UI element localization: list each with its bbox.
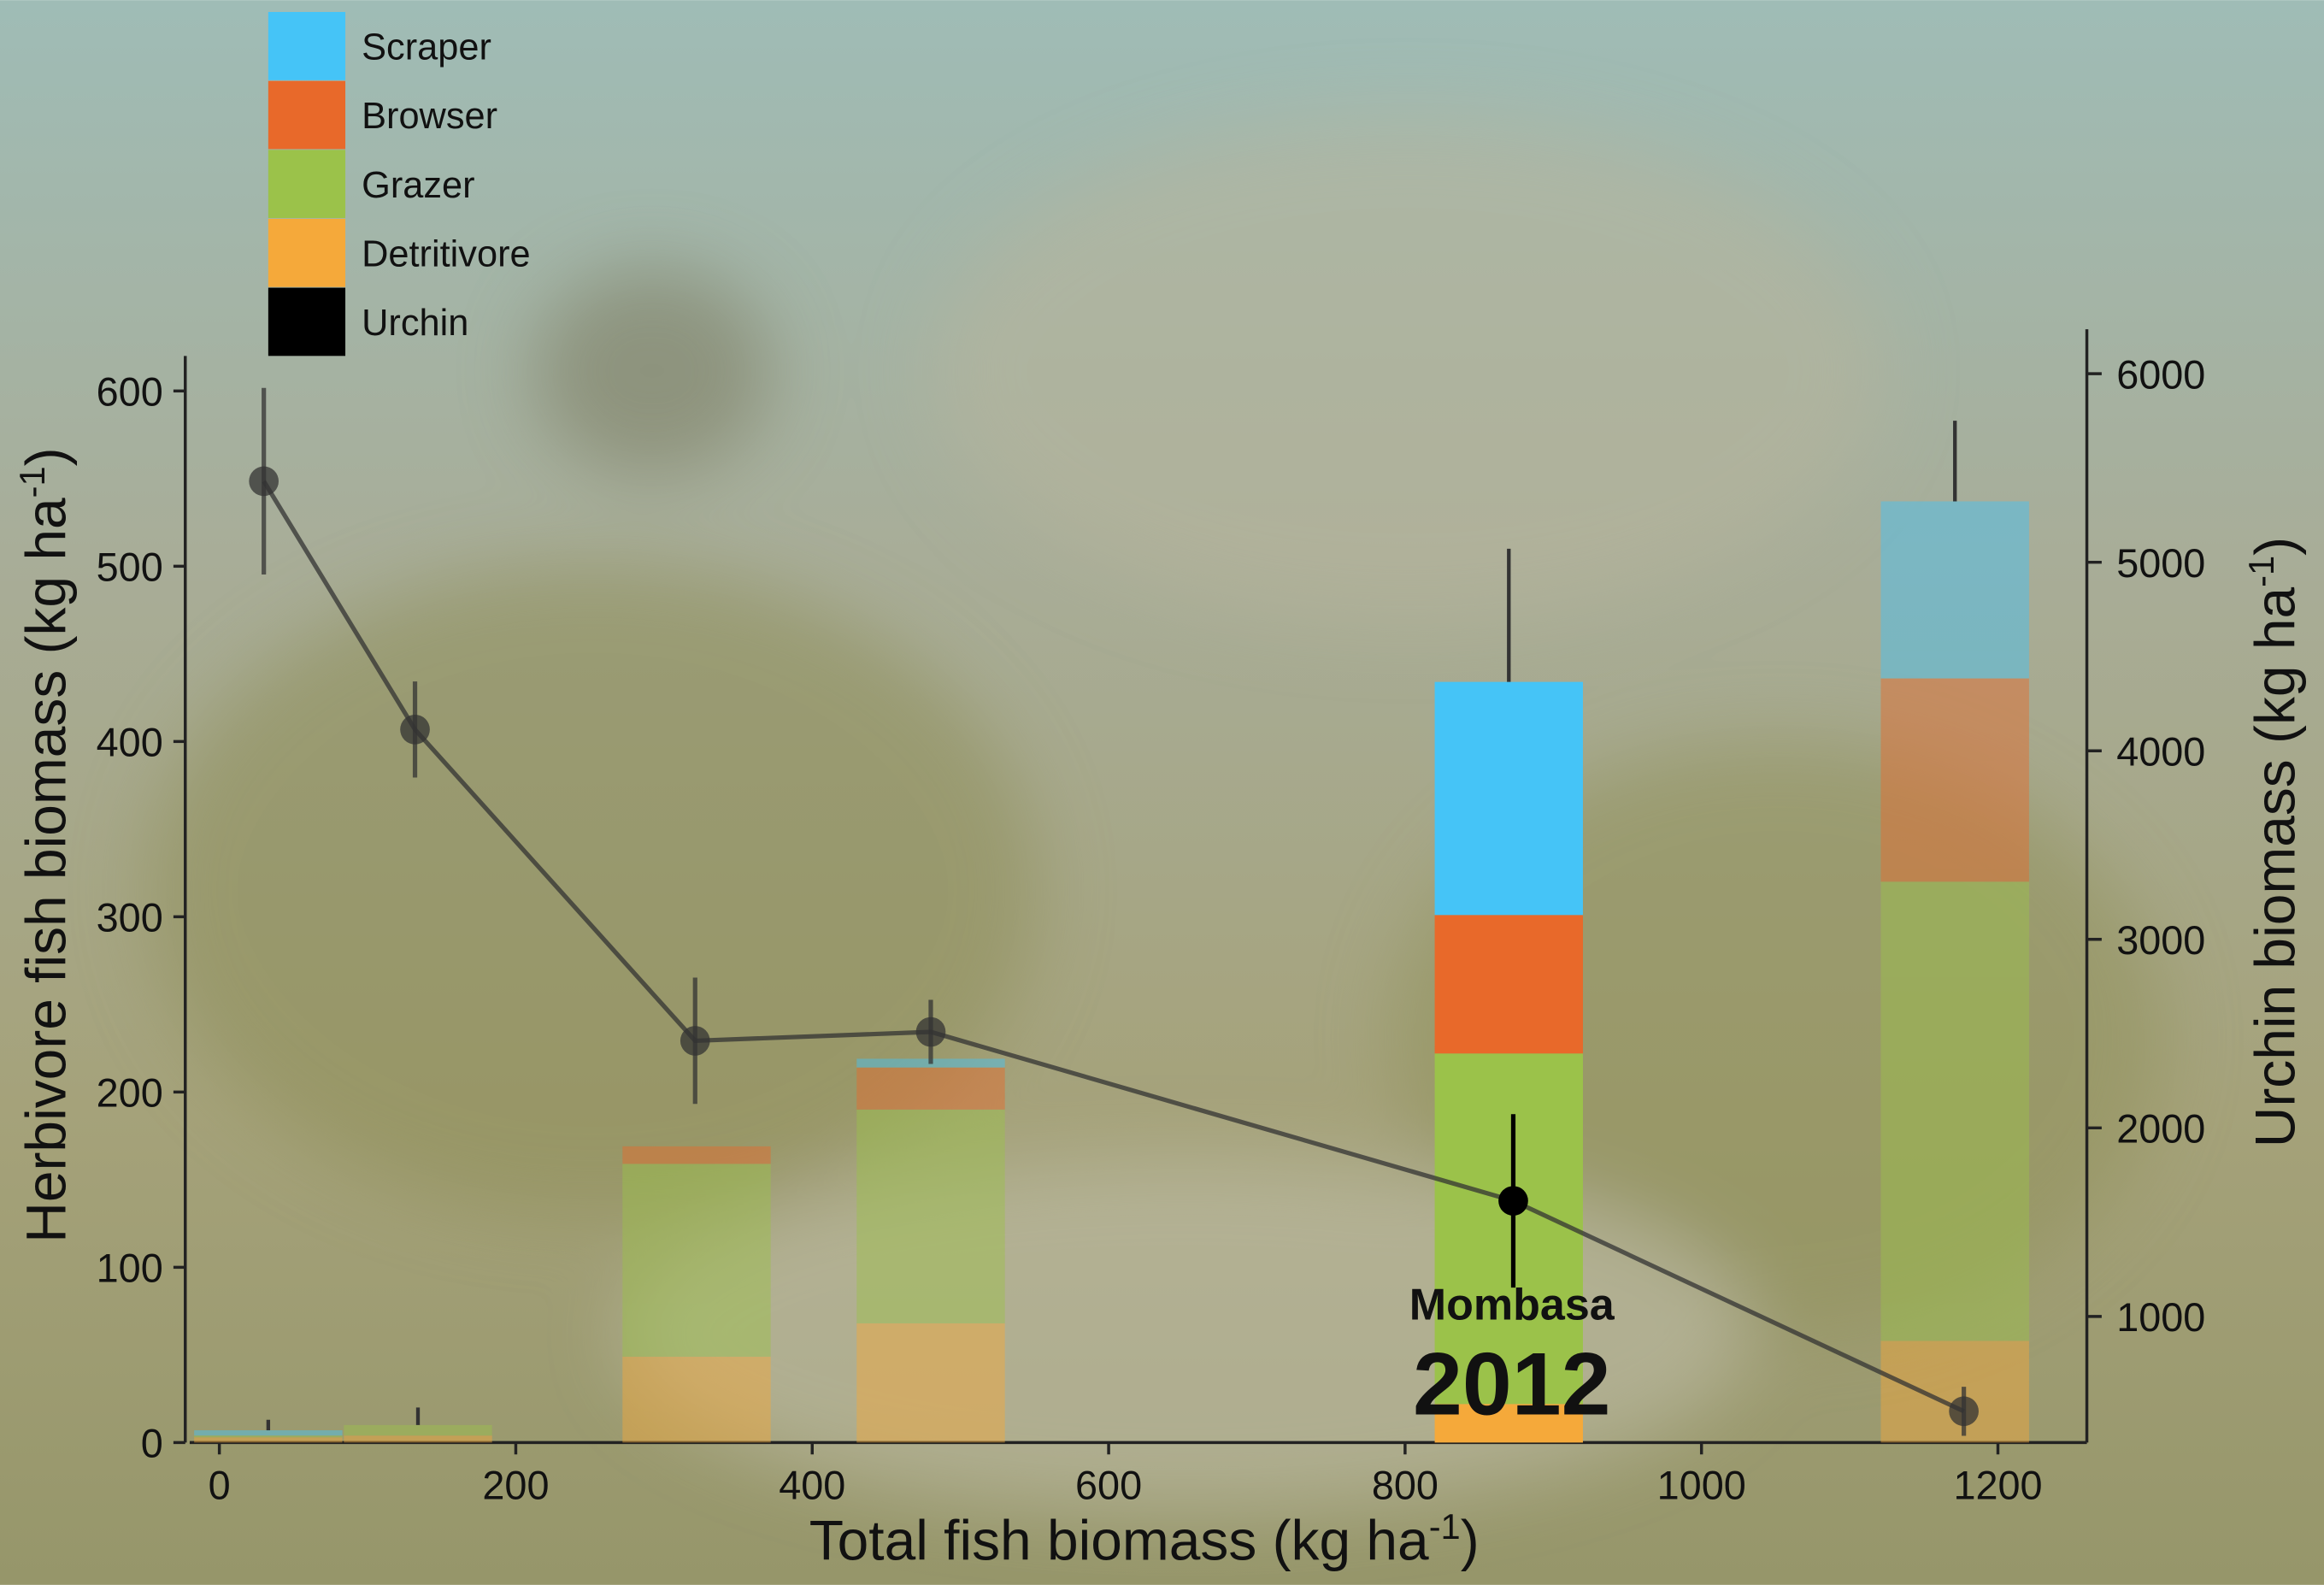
bar-segment [1434,681,1583,916]
bar-segment [194,1430,343,1436]
bar-segment [856,1323,1005,1443]
bar-segment [1880,501,2029,679]
legend-label: Scraper [362,27,491,68]
legend-label: Grazer [362,165,474,206]
legend-swatch [268,218,346,287]
bar-segment [344,1424,492,1436]
y-tick-label: 500 [97,545,163,590]
y-tick-label: 0 [141,1422,163,1466]
y-axis-title-sup: -1 [12,466,52,498]
x-tick-label: 800 [1372,1463,1439,1507]
y2-axis-title-end: ) [2243,537,2306,556]
x-axis-title-text: Total fish biomass (kg ha [809,1508,1429,1571]
y-tick-label: 400 [97,721,163,765]
bar-segment [622,1164,771,1357]
bar-stack [1880,501,2029,1443]
bar-segment [622,1146,771,1164]
y2-axis-title: Urchin biomass (kg ha-1) [2241,537,2306,1147]
bar-segment [194,1435,343,1438]
legend-label: Urchin [362,303,468,344]
bar-segment [1880,1340,2029,1443]
x-axis-title-end: ) [1461,1508,1480,1571]
y-axis-title: Herbivore fish biomass (kg ha-1) [12,447,77,1242]
bar-segment [856,1109,1005,1323]
bar-stack [622,1146,771,1443]
annotation: 2012 [1413,1335,1610,1434]
bar-segment [856,1067,1005,1110]
urchin-point [680,1026,710,1056]
bar-stack [1434,681,1583,1443]
x-axis-title: Total fish biomass (kg ha-1) [809,1506,1480,1571]
legend-label: Browser [362,96,497,137]
x-axis-title-sup: -1 [1429,1506,1461,1547]
x-tick-label: 200 [482,1463,549,1507]
legend-swatch [268,287,346,356]
legend-label: Detritivore [362,233,531,274]
legend-swatch [268,12,346,80]
bar-segment [622,1356,771,1443]
urchin-point [915,1016,946,1047]
y2-tick-label: 1000 [2116,1295,2205,1340]
y-tick-label: 300 [97,896,163,940]
bar-segment [1434,1404,1583,1443]
y-axis-title-text: Herbivore fish biomass (kg ha [14,498,77,1243]
bar-stack [856,1058,1005,1443]
x-tick-label: 1000 [1657,1463,1746,1507]
urchin-point [1498,1186,1528,1216]
urchin-point [400,714,430,745]
x-tick-label: 1200 [1953,1463,2042,1507]
urchin-point [1949,1396,1979,1427]
y2-axis-title-text: Urchin biomass (kg ha [2243,587,2306,1148]
y-axis-title-end: ) [14,447,77,466]
bar-stack [194,1430,343,1443]
bar-segment [194,1437,343,1443]
y2-tick-label: 2000 [2116,1107,2205,1152]
y-tick-label: 100 [97,1246,163,1291]
bar-segment [1880,881,2029,1341]
y2-tick-label: 5000 [2116,541,2205,586]
urchin-point [249,466,279,497]
bar-segment [344,1435,492,1443]
y2-tick-label: 6000 [2116,352,2205,397]
x-tick-label: 600 [1075,1463,1142,1507]
y2-axis-title-sup: -1 [2241,556,2281,587]
y2-tick-label: 3000 [2116,918,2205,963]
y2-tick-label: 4000 [2116,730,2205,775]
x-tick-label: 400 [779,1463,845,1507]
bar-segment [1434,1053,1583,1405]
x-tick-label: 0 [209,1463,231,1507]
urchin-line [262,480,1965,1414]
bar-stack [344,1424,492,1443]
annotation: Mombasa [1409,1280,1615,1329]
y-tick-label: 200 [97,1071,163,1116]
legend-swatch [268,80,346,150]
y-tick-label: 600 [97,370,163,415]
bar-segment [1880,678,2029,882]
legend-swatch [268,150,346,219]
bar-segment [1434,915,1583,1054]
